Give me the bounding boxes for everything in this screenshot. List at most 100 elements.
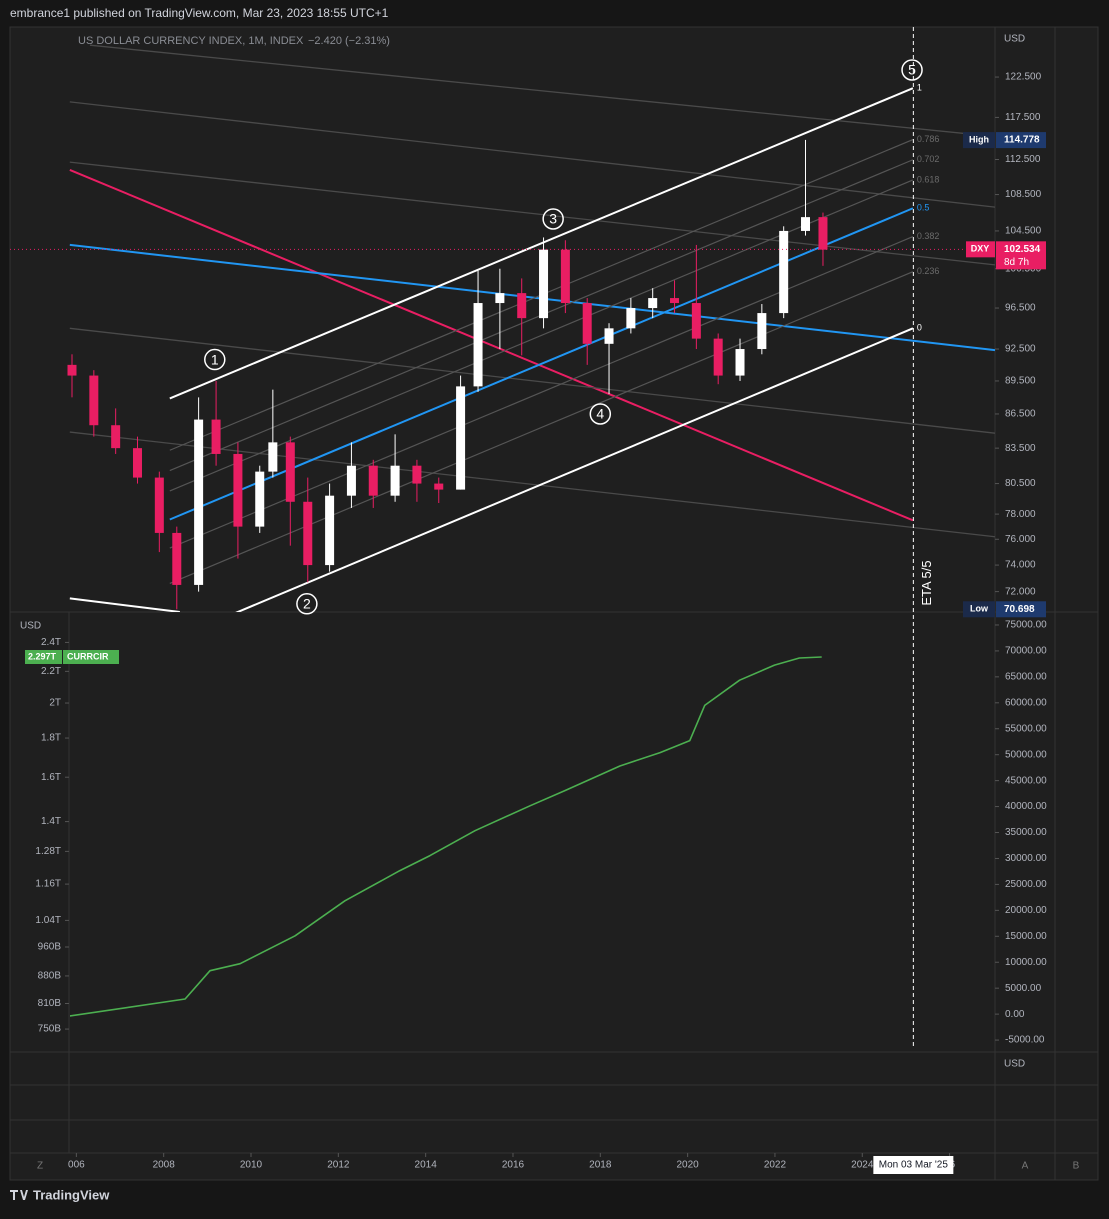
y-tick-label: 96.500 — [1005, 303, 1036, 314]
candle-body — [495, 293, 505, 304]
countdown: 8d 7h — [1004, 257, 1029, 268]
candle-body — [473, 303, 483, 387]
x-tick-label: 2018 — [589, 1160, 612, 1171]
candle-body — [801, 217, 811, 231]
candle-body — [211, 419, 221, 454]
y-tick-label: 92.500 — [1005, 344, 1036, 355]
legend-title: US DOLLAR CURRENCY INDEX, 1M, INDEX — [78, 35, 304, 47]
y-tick-label: 1.04T — [35, 915, 61, 926]
trend-line — [69, 161, 995, 266]
lower-y-unit: USD — [20, 621, 41, 632]
y2-tick-label: 65000.00 — [1005, 671, 1047, 682]
trend-line — [69, 597, 180, 612]
candle-body — [779, 230, 789, 314]
last-value-box — [996, 241, 1046, 270]
trend-line — [69, 243, 995, 352]
candle-body — [346, 465, 356, 496]
candle-body — [713, 338, 723, 376]
fib-line — [235, 327, 914, 612]
fib-label: 0.236 — [917, 266, 940, 276]
y-tick-label: 1.28T — [35, 846, 61, 857]
trend-line — [69, 168, 914, 522]
zoom-button[interactable]: Z — [37, 1161, 43, 1172]
marker-tag — [963, 601, 995, 618]
marker-label: High — [969, 134, 989, 144]
candle-body — [818, 217, 828, 250]
candle-body — [111, 425, 121, 449]
series-line — [70, 656, 822, 1017]
candle-body — [268, 442, 278, 472]
legend-name: CURRCIR — [67, 651, 109, 661]
candle-body — [604, 328, 614, 344]
wave-label: 4 — [596, 406, 604, 422]
candle-body — [691, 303, 701, 339]
y-tick-label: 89.500 — [1005, 376, 1036, 387]
y2-tick-label: 35000.00 — [1005, 827, 1047, 838]
last-label: DXY — [971, 244, 990, 254]
fib-label: 0.618 — [917, 174, 940, 184]
indicator-pane — [70, 656, 822, 1017]
y-tick-label: 960B — [38, 942, 62, 953]
fib-label: 0.382 — [917, 231, 940, 241]
y2-tick-label: 70000.00 — [1005, 646, 1047, 657]
y-tick-label: 2T — [49, 698, 61, 709]
candle-body — [539, 249, 549, 319]
y-tick-label: 72.000 — [1005, 586, 1036, 597]
candle-body — [154, 477, 164, 533]
wave-marker — [901, 59, 923, 81]
candle-body — [325, 495, 335, 566]
trend-line — [69, 327, 995, 434]
candle-body — [67, 364, 77, 376]
marker-value-box — [996, 601, 1046, 618]
y2-tick-label: 0.00 — [1005, 1009, 1025, 1020]
y2-tick-label: 75000.00 — [1005, 620, 1047, 631]
y2-tick-label: 25000.00 — [1005, 879, 1047, 890]
x-tick-label: 2012 — [327, 1160, 350, 1171]
candle-body — [626, 308, 636, 329]
candle-body — [582, 303, 592, 344]
x-tick-label: 2020 — [676, 1160, 699, 1171]
y-tick-label: 117.500 — [1005, 112, 1041, 123]
candle-body — [560, 249, 570, 304]
y2-tick-label: -5000.00 — [1005, 1035, 1045, 1046]
y-tick-label: 83.500 — [1005, 443, 1036, 454]
legend-box — [63, 650, 119, 665]
marker-value: 70.698 — [1004, 604, 1035, 615]
marker-value: 114.778 — [1004, 135, 1040, 146]
candle-body — [735, 349, 745, 376]
y2-tick-label: 5000.00 — [1005, 983, 1042, 994]
x-tick-label: 2022 — [764, 1160, 787, 1171]
candle-body — [368, 465, 378, 496]
x-tick-label: 2016 — [502, 1160, 525, 1171]
y2-tick-label: 10000.00 — [1005, 957, 1047, 968]
fib-label: 1 — [917, 83, 922, 93]
x-tick-label: 006 — [68, 1160, 85, 1171]
fib-label: 0.702 — [917, 154, 940, 164]
y2-tick-label: 55000.00 — [1005, 723, 1047, 734]
target-label: ETA 5/5 — [919, 560, 934, 605]
y-tick-label: 1.6T — [41, 772, 61, 783]
y2-tick-label: 45000.00 — [1005, 775, 1047, 786]
candle-body — [89, 375, 99, 426]
candle-body — [434, 483, 444, 490]
wave-marker — [589, 403, 612, 425]
crosshair-date: Mon 03 Mar '25 — [879, 1160, 949, 1171]
chart-frame — [9, 26, 1099, 1181]
x-tick-label: 2024 — [851, 1160, 874, 1171]
trend-line — [89, 44, 995, 138]
y-tick-label: 104.500 — [1005, 226, 1042, 237]
candle-body — [390, 465, 400, 496]
fib-label: 0.5 — [917, 203, 930, 213]
auto-button[interactable]: A — [1022, 1161, 1029, 1172]
y2-tick-label: 15000.00 — [1005, 931, 1047, 942]
wave-marker — [542, 208, 564, 230]
scale-button[interactable]: B — [1073, 1161, 1080, 1172]
legend-change: −2.420 (−2.31%) — [308, 35, 390, 47]
y-tick-label: 1.4T — [41, 816, 61, 827]
candle-body — [517, 293, 527, 319]
candle-body — [757, 313, 767, 350]
fib-line — [169, 87, 914, 400]
y-tick-label: 1.8T — [41, 733, 61, 744]
candle-body — [233, 453, 243, 527]
